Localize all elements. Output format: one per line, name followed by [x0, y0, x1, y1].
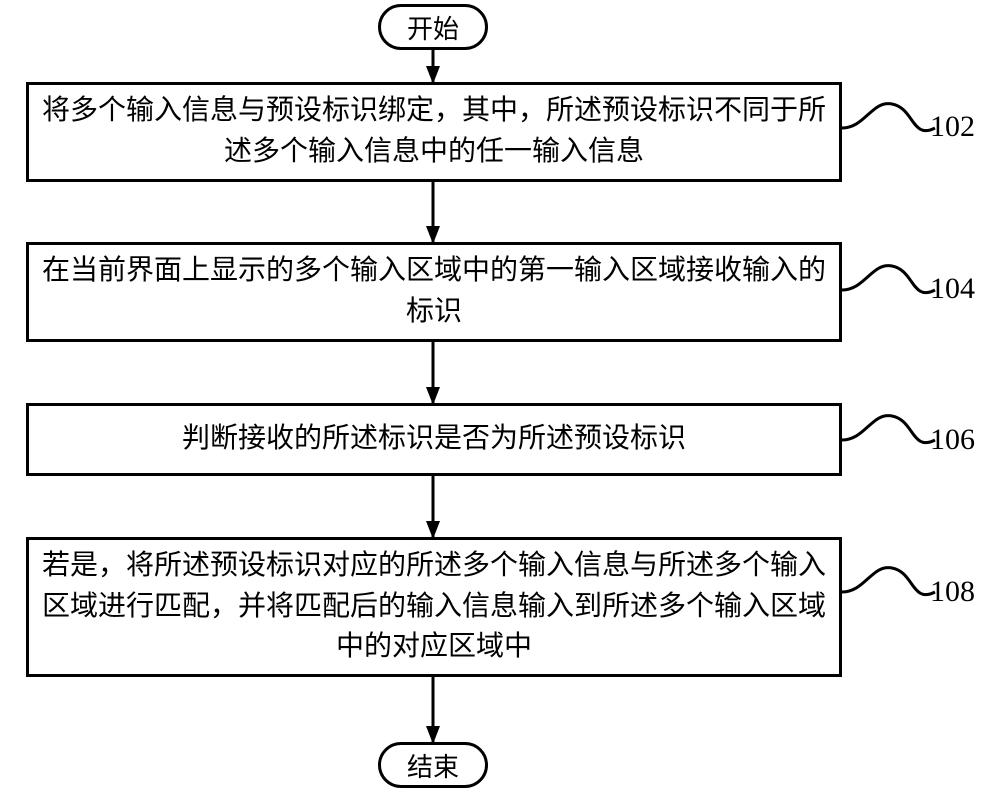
process-102: 将多个输入信息与预设标识绑定，其中，所述预设标识不同于所述多个输入信息中的任一输…	[26, 82, 842, 182]
terminal-end: 结束	[378, 742, 488, 788]
step-label-104: 104	[930, 272, 975, 306]
terminal-end-text: 结束	[407, 747, 459, 784]
flowchart-canvas: 开始 将多个输入信息与预设标识绑定，其中，所述预设标识不同于所述多个输入信息中的…	[0, 0, 1000, 803]
process-106-text: 判断接收的所述标识是否为所述预设标识	[182, 419, 686, 460]
process-106: 判断接收的所述标识是否为所述预设标识	[26, 403, 842, 476]
process-104-text: 在当前界面上显示的多个输入区域中的第一输入区域接收输入的标识	[41, 251, 827, 332]
process-108: 若是，将所述预设标识对应的所述多个输入信息与所述多个输入区域进行匹配，并将匹配后…	[26, 537, 842, 677]
terminal-start: 开始	[378, 4, 488, 50]
process-108-text: 若是，将所述预设标识对应的所述多个输入信息与所述多个输入区域进行匹配，并将匹配后…	[41, 546, 827, 668]
step-label-102: 102	[930, 110, 975, 144]
connector-106	[842, 416, 935, 443]
step-label-108: 108	[930, 575, 975, 609]
connector-104	[842, 266, 935, 293]
terminal-start-text: 开始	[407, 9, 459, 46]
step-label-106: 106	[930, 423, 975, 457]
connector-108	[842, 568, 935, 595]
process-102-text: 将多个输入信息与预设标识绑定，其中，所述预设标识不同于所述多个输入信息中的任一输…	[41, 91, 827, 172]
connector-102	[842, 104, 935, 131]
process-104: 在当前界面上显示的多个输入区域中的第一输入区域接收输入的标识	[26, 242, 842, 342]
